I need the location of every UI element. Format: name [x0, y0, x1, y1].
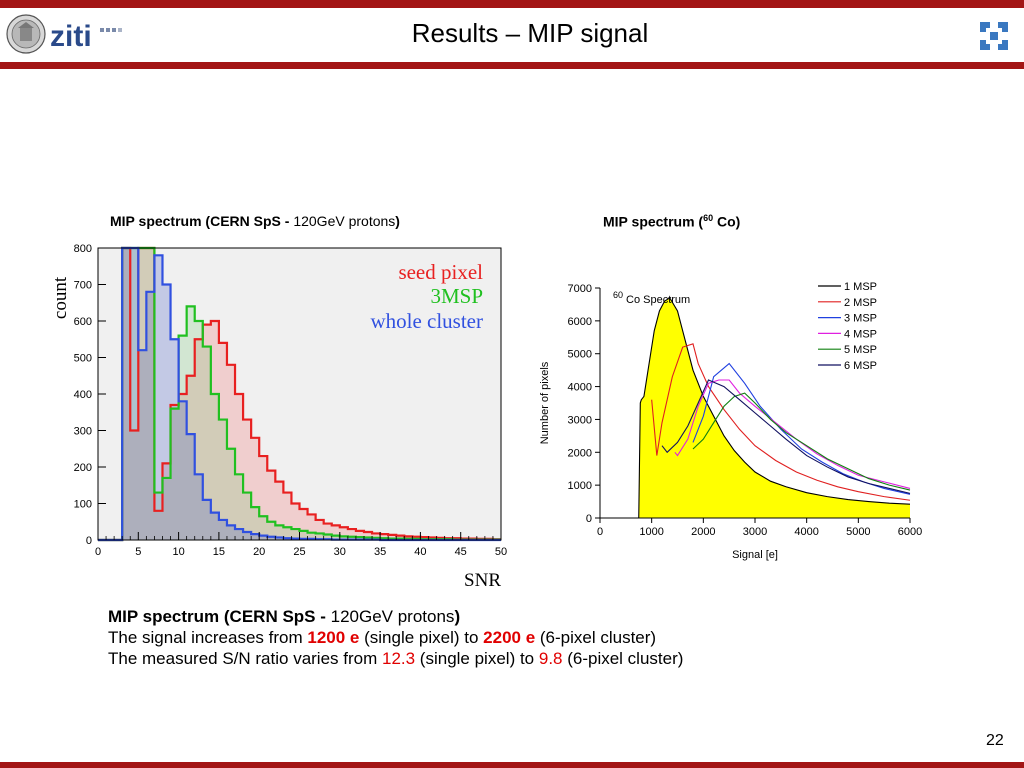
page-number: 22	[986, 732, 1004, 749]
y-tick-label: 100	[74, 499, 92, 511]
x-tick-label: 30	[334, 546, 346, 558]
x-tick-label: 45	[455, 546, 467, 558]
results-line-2: The signal increases from 1200 e (single…	[108, 627, 683, 648]
cluster-sn-value: 9.8	[538, 649, 563, 668]
legend-entry-6-MSP: 6 MSP	[844, 360, 877, 372]
line2-text-a: The signal increases from	[108, 628, 308, 647]
x-tick-label: 40	[414, 546, 426, 558]
legend-entry-4-MSP: 4 MSP	[844, 328, 877, 340]
x-tick-label: 6000	[898, 526, 922, 538]
legend-entry-seed-pixel: seed pixel	[398, 260, 483, 284]
single-pixel-signal-value: 1200 e	[307, 628, 360, 647]
left-caption-bold: MIP spectrum (CERN SpS -	[110, 213, 294, 229]
y-tick-label: 700	[74, 280, 92, 292]
x-tick-label: 10	[172, 546, 184, 558]
legend-entry-2-MSP: 2 MSP	[844, 297, 877, 309]
line2-text-c: (6-pixel cluster)	[535, 628, 657, 647]
x-tick-label: 15	[213, 546, 225, 558]
y-tick-label: 1000	[568, 480, 592, 492]
slide-title: Results – MIP signal	[411, 18, 649, 48]
x-tick-label: 3000	[743, 526, 767, 538]
y-tick-label: 4000	[568, 382, 592, 394]
x-tick-label: 20	[253, 546, 265, 558]
line3-text-b: (single pixel) to	[415, 649, 539, 668]
x-tick-label: 0	[95, 546, 101, 558]
cluster-signal-value: 2200 e	[483, 628, 536, 647]
line2-text-b: (single pixel) to	[359, 628, 484, 647]
chart-title-sup: 60	[613, 290, 623, 300]
series-fill-seed-pixel	[98, 248, 501, 540]
line3-text-c: (6-pixel cluster)	[562, 649, 684, 668]
y-tick-label: 600	[74, 316, 92, 328]
snr-histogram-chart: 0 5 10 15 20 25 30 35 40 45 5001002003004005006007…	[50, 243, 507, 588]
plot-area	[97, 247, 502, 541]
right-chart-caption: MIP spectrum (60 Co)	[603, 213, 740, 230]
chart-title: Co Spectrum	[626, 294, 690, 306]
x-tick-label: 4000	[794, 526, 818, 538]
ziti-logo: ziti	[50, 20, 122, 52]
top-brand-bar	[0, 0, 1024, 8]
header-divider-bar	[0, 62, 1024, 69]
svg-text:ziti: ziti	[50, 20, 92, 52]
legend-entry-5-MSP: 5 MSP	[844, 344, 877, 356]
series-line-6-MSP	[661, 379, 911, 494]
series-line-2-MSP	[651, 343, 911, 501]
line1-close: )	[454, 607, 461, 626]
line1-bold: MIP spectrum (CERN SpS -	[108, 607, 331, 626]
single-pixel-sn-value: 12.3	[381, 649, 416, 668]
y-axis-label: count	[50, 276, 71, 319]
x-tick-label: 25	[293, 546, 305, 558]
results-text-block: MIP spectrum (CERN SpS - 120GeV protons)…	[108, 606, 683, 669]
y-tick-label: 0	[586, 513, 592, 525]
left-chart-caption: MIP spectrum (CERN SpS - 120GeV protons)	[110, 213, 400, 229]
y-tick-label: 300	[74, 426, 92, 438]
legend-entry-1-MSP: 1 MSP	[844, 281, 877, 293]
y-tick-label: 3000	[568, 414, 592, 426]
y-tick-label: 2000	[568, 447, 592, 459]
x-tick-label: 1000	[639, 526, 663, 538]
y-tick-label: 5000	[568, 349, 592, 361]
x-tick-label: 2000	[691, 526, 715, 538]
y-tick-label: 800	[74, 243, 92, 255]
series-line-1-MSP	[638, 297, 911, 519]
x-tick-label: 35	[374, 546, 386, 558]
right-caption-sup: 60	[703, 213, 714, 223]
y-tick-label: 400	[74, 389, 92, 401]
left-caption-normal: 120GeV protons	[293, 213, 396, 229]
y-tick-label: 500	[74, 353, 92, 365]
footer-brand-bar	[0, 762, 1024, 768]
right-caption-prefix: MIP spectrum (	[603, 213, 704, 230]
right-caption-suffix: Co)	[713, 213, 741, 230]
series-line-5-MSP	[692, 392, 911, 491]
legend-entry-whole-cluster: whole cluster	[370, 309, 483, 333]
left-caption-close: )	[395, 213, 400, 229]
university-seal-logo	[6, 14, 46, 54]
legend-entry-3-MSP: 3 MSP	[844, 313, 877, 325]
x-axis-label: Signal [e]	[732, 549, 778, 561]
x-tick-label: 0	[597, 526, 603, 538]
x-tick-label: 5	[135, 546, 141, 558]
x-tick-label: 50	[495, 546, 507, 558]
x-tick-label: 5000	[846, 526, 870, 538]
y-tick-label: 0	[86, 535, 92, 547]
results-line-1: MIP spectrum (CERN SpS - 120GeV protons)	[108, 606, 683, 627]
y-tick-label: 6000	[568, 316, 592, 328]
y-tick-label: 200	[74, 462, 92, 474]
line1-normal: 120GeV protons	[330, 607, 455, 626]
series-fill-1-msp	[638, 297, 910, 518]
y-axis-label: Number of pixels	[539, 361, 551, 444]
series-line-4-MSP	[674, 379, 911, 489]
x-axis-label: SNR	[464, 570, 501, 588]
institute-logo	[978, 20, 1010, 52]
y-tick-label: 7000	[568, 283, 592, 295]
legend-entry-3MSP: 3MSP	[430, 284, 483, 308]
co60-spectrum-chart: 0 1000 2000 3000 4000 5000 6000 0 1000 2000 3000 40…	[539, 281, 922, 561]
line3-text-a: The measured S/N ratio varies from	[108, 649, 382, 668]
results-line-3: The measured S/N ratio varies from 12.3 …	[108, 648, 683, 669]
